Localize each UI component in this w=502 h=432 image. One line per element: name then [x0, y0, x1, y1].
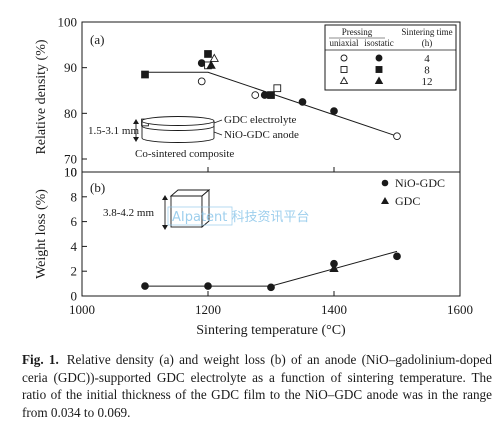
legend-unit-header: (h): [422, 38, 433, 48]
panel-b-y-axis-label: Weight loss (%): [34, 189, 49, 279]
panel-a-y-tick-label: 100: [58, 15, 78, 30]
legend-gdc-label: GDC: [395, 194, 420, 208]
panel-b-frame: [81, 171, 461, 297]
legend-gdc-marker: [381, 197, 389, 204]
panel-a-point-filled-square: [267, 91, 275, 99]
legend-marker-filled-circle: [375, 54, 383, 62]
panel-b-x-tick-label: 1000: [69, 302, 95, 317]
inset-disc-bottom: [141, 137, 215, 143]
watermark-box: [167, 206, 233, 226]
panel-b-x-axis-label: Sintering temperature (°C): [196, 323, 346, 338]
panel-b-point-nio-gdc: [141, 282, 149, 290]
panel-b-x-tick-label: 1200: [195, 302, 221, 317]
panel-b-y-tick-label: 6: [71, 214, 78, 229]
panel-b-point-gdc: [329, 263, 339, 273]
panel-b-y-tick-label: 2: [71, 264, 78, 279]
panel-a-point-filled-circle: [197, 59, 206, 67]
panel-b-x-ticks: 1000 1200 1400 1600: [69, 291, 473, 317]
panel-a-point-filled-square: [204, 50, 212, 58]
legend-marker-filled-triangle: [374, 76, 384, 84]
legend-marker-open-square: [340, 66, 348, 73]
panel-b-y-ticks: 0 2 4 6 8 10: [64, 165, 87, 304]
panel-a-point-filled-square: [141, 70, 149, 79]
figure-caption: Fig. 1. Relative density (a) and weight l…: [22, 351, 492, 421]
panel-a-point-filled-circle: [260, 91, 269, 99]
panel-b-inset: 3.8-4.2 mm: [103, 189, 211, 230]
inset-disc-top: [141, 116, 215, 126]
panel-a-point-filled-circle: [298, 98, 307, 106]
panel-a-point-open-circle: [393, 132, 401, 141]
legend-isostatic-header: isostatic: [364, 38, 394, 48]
watermark: AIpatent 科技资讯平台: [167, 206, 310, 226]
panel-b-label: (b): [90, 180, 105, 195]
legend-uniaxial-header: uniaxial: [330, 38, 359, 48]
caption-text: Relative density (a) and weight loss (b)…: [22, 352, 492, 420]
inset-thickness-label: 1.5-3.1 mm: [88, 125, 139, 137]
panel-a-y-tick-label: 90: [64, 60, 77, 75]
panel-b-data-points: [141, 252, 401, 292]
legend-marker-filled-square: [375, 66, 383, 73]
legend-time-label: 8: [424, 65, 430, 77]
inset-cube-side: [201, 189, 210, 228]
panel-b-y-tick-label: 8: [71, 189, 78, 204]
panel-a-point-open-square: [273, 84, 282, 93]
inset-cube-front: [170, 195, 203, 228]
panel-a-y-tick-label: 80: [64, 106, 77, 121]
inset-electrolyte-label: GDC electrolyte: [224, 114, 297, 126]
panel-a-y-axis-label: Relative density (%): [34, 39, 49, 154]
legend-pressing-header: Pressing: [342, 27, 373, 37]
panel-b-point-nio-gdc: [393, 252, 401, 261]
legend-time-label: 4: [424, 53, 430, 65]
inset-thickness-arrowhead-bottom: [133, 137, 139, 142]
inset-composite-caption: Co-sintered composite: [135, 148, 234, 160]
legend-nio-gdc-marker: [381, 179, 389, 187]
panel-a-point-open-circle: [251, 91, 260, 99]
panel-b-point-nio-gdc: [267, 283, 275, 292]
legend-nio-gdc-label: NiO-GDC: [395, 176, 445, 190]
inset-anode-leader: [213, 131, 223, 136]
panel-b-y-tick-label: 0: [71, 289, 78, 304]
panel-b-y-tick-label: 10: [64, 165, 77, 180]
panel-a-legend: Pressing uniaxial isostatic Sintering ti…: [324, 24, 457, 91]
panel-b-trend-line: [145, 250, 398, 287]
panel-a-point-filled-circle: [330, 107, 338, 115]
inset-cube-arrowhead-bottom: [162, 225, 168, 230]
panel-a-point-open-circle: [197, 77, 206, 86]
watermark-text: AIpatent 科技资讯平台: [172, 210, 310, 225]
panel-b-weight-loss-chart: (b) Weight loss (%) Sintering temperatur…: [34, 165, 473, 339]
panel-a-inset: 1.5-3.1 mm GDC electrolyte NiO-GDC anode…: [88, 114, 299, 160]
panel-a-label: (a): [90, 32, 104, 47]
legend-marker-open-triangle: [339, 76, 349, 84]
panel-b-x-tick-label: 1600: [447, 302, 473, 317]
panel-a-x-ticks: [81, 167, 461, 172]
panel-a-y-tick-label: 70: [64, 152, 77, 167]
panel-b-point-nio-gdc: [204, 282, 212, 290]
panel-a-point-filled-triangle: [206, 60, 216, 69]
panel-b-legend: NiO-GDC GDC: [381, 176, 445, 208]
caption-label: Fig. 1.: [22, 352, 59, 367]
legend-marker-open-circle: [340, 54, 348, 62]
inset-disc-layer-boundary: [141, 125, 215, 131]
panel-b-x-tick-label: 1400: [321, 302, 347, 317]
inset-cube-arrowhead-top: [162, 195, 168, 200]
inset-cube-thickness-label: 3.8-4.2 mm: [103, 207, 154, 219]
panel-a-y-tick-label: 10: [64, 165, 77, 180]
legend-sintering-header: Sintering time: [401, 27, 452, 37]
panel-b-y-tick-label: 4: [71, 239, 78, 254]
panel-a-point-open-triangle: [209, 53, 219, 62]
legend-time-label: 12: [422, 76, 433, 88]
inset-thickness-arrowhead-top: [133, 119, 139, 124]
inset-electrolyte-leader: [213, 119, 223, 124]
inset-anode-label: NiO-GDC anode: [224, 129, 299, 141]
panel-a-data-points: [141, 50, 401, 141]
